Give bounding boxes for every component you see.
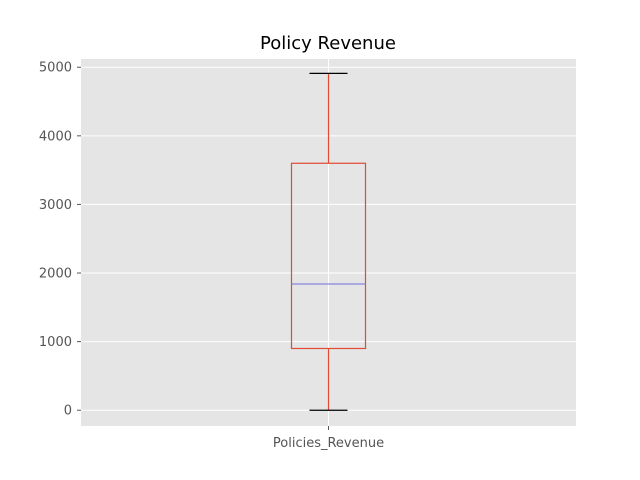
y-tick-label: 1000 (39, 335, 72, 350)
y-tick-label: 2000 (39, 267, 72, 282)
x-tick-label: Policies_Revenue (273, 436, 384, 451)
box-marks (290, 72, 367, 411)
y-tick-label: 0 (64, 404, 72, 419)
chart-title: Policy Revenue (260, 33, 396, 54)
axis-labels: 0 1000 2000 3000 4000 5000 Policies_Revenue (39, 61, 384, 451)
y-tick-label: 4000 (39, 129, 72, 144)
y-tick-label: 5000 (39, 61, 72, 76)
iqr-box (290, 162, 367, 350)
y-tick-label: 3000 (39, 198, 72, 213)
